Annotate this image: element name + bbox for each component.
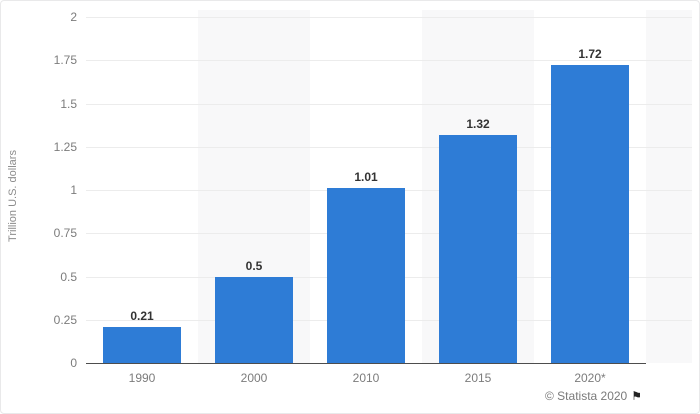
y-tick-label: 0.5 <box>60 269 77 284</box>
x-axis-line <box>86 363 646 364</box>
y-tick-label: 1.75 <box>53 53 77 68</box>
y-tick-label: 1.25 <box>53 139 77 154</box>
y-tick-label: 1.5 <box>60 96 77 111</box>
category-band <box>646 10 692 363</box>
gridline <box>86 60 692 62</box>
bar-value-label: 1.01 <box>354 170 378 185</box>
gridline <box>86 103 692 105</box>
bar[interactable] <box>439 134 517 363</box>
y-tick-label: 1 <box>70 183 77 197</box>
x-tick-label: 1990 <box>128 371 156 385</box>
x-tick-label: 2010 <box>352 371 380 385</box>
bar[interactable] <box>215 276 293 363</box>
bar[interactable] <box>551 65 629 363</box>
y-tick-label: 0.25 <box>53 312 77 327</box>
bar-value-label: 0.5 <box>245 258 263 273</box>
x-tick-label: 2000 <box>240 371 268 385</box>
gridline <box>86 146 692 148</box>
gridline <box>86 17 692 18</box>
y-axis-title: Trillion U.S. dollars <box>7 150 19 242</box>
bar[interactable] <box>327 188 405 363</box>
x-tick-label: 2020* <box>574 371 606 385</box>
bar-value-label: 0.21 <box>130 308 154 323</box>
statista-attribution-text: © Statista 2020 <box>545 389 628 403</box>
flag-icon: ⚑ <box>631 389 642 403</box>
bar-value-label: 1.72 <box>578 47 602 62</box>
statista-attribution-link[interactable]: © Statista 2020 ⚑ <box>545 389 642 403</box>
y-tick-label: 0 <box>70 356 77 370</box>
bar-value-label: 1.32 <box>466 116 490 131</box>
y-tick-label: 0.75 <box>53 226 77 241</box>
x-tick-label: 2015 <box>464 371 492 385</box>
bar[interactable] <box>103 326 181 363</box>
category-band <box>86 10 198 363</box>
y-tick-label: 2 <box>70 10 77 24</box>
